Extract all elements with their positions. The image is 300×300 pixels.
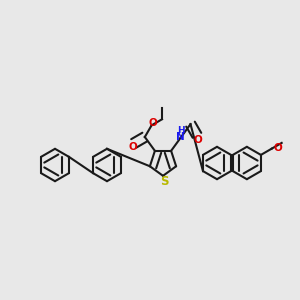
- Text: O: O: [193, 134, 202, 145]
- Text: O: O: [149, 118, 158, 128]
- Text: N: N: [176, 133, 185, 142]
- Text: S: S: [160, 175, 169, 188]
- Text: O: O: [128, 142, 137, 152]
- Text: H: H: [177, 126, 184, 135]
- Text: O: O: [273, 143, 282, 153]
